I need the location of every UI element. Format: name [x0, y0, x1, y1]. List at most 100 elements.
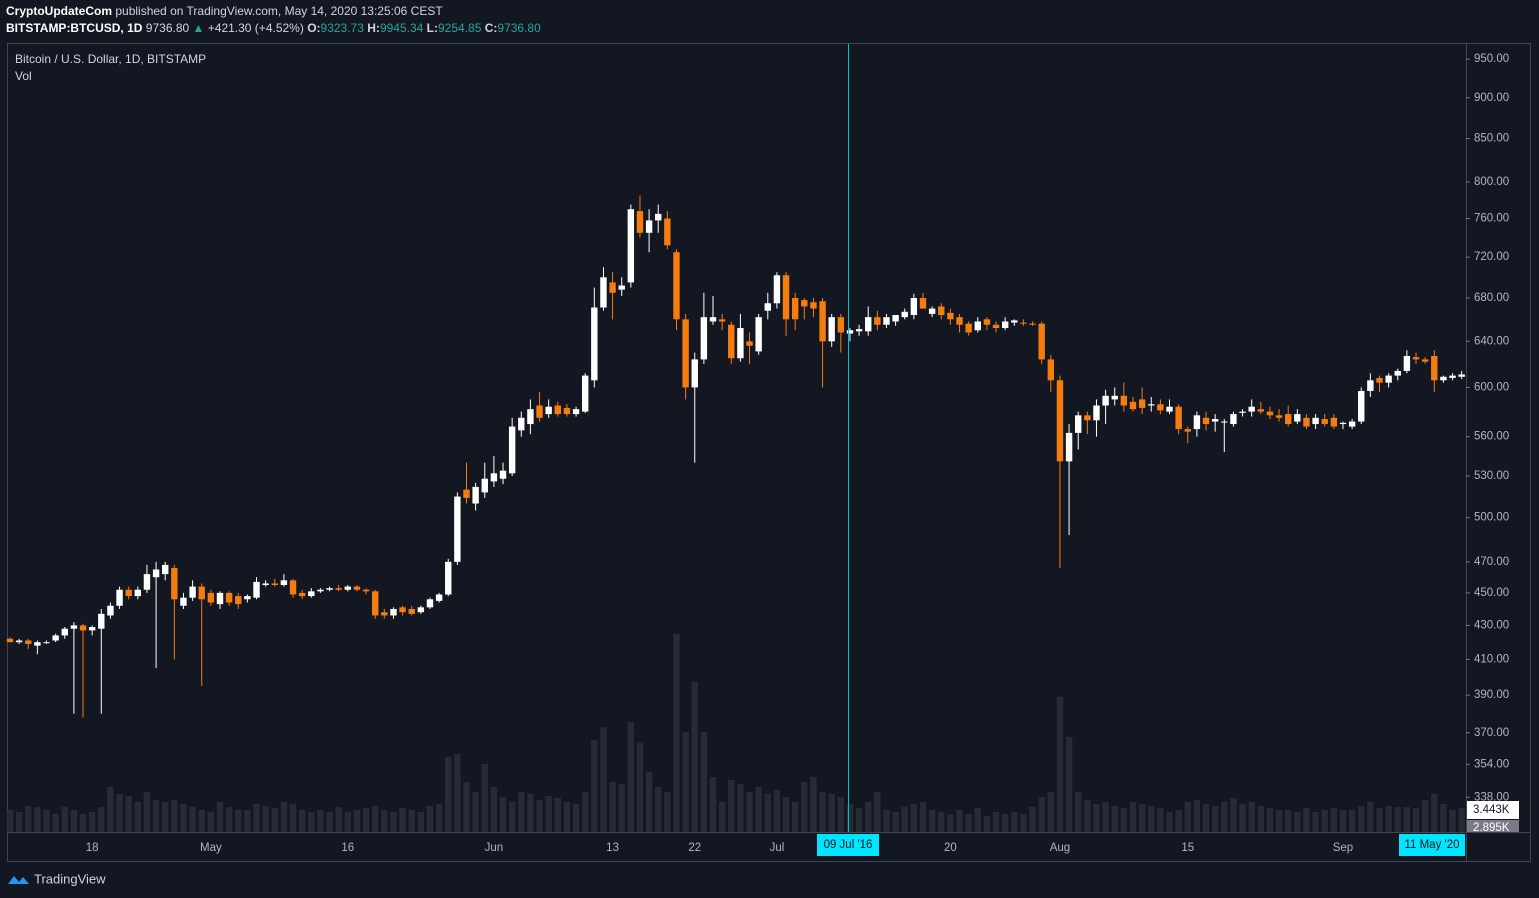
volume-bar — [335, 807, 342, 832]
candle-body — [755, 317, 762, 352]
candle-body — [1148, 404, 1155, 406]
candle-body — [253, 581, 260, 598]
volume-bar — [718, 802, 726, 832]
volume-bar — [1138, 804, 1146, 832]
y-tick-label: 530.00 — [1474, 470, 1509, 482]
candle-body — [1102, 395, 1109, 406]
candle-body — [718, 319, 726, 322]
volume-bar — [728, 780, 735, 832]
volume-bar — [1038, 797, 1045, 832]
volume-bar — [874, 792, 881, 832]
candle-body — [372, 591, 379, 616]
volume-bar — [1230, 798, 1237, 832]
candle-body — [728, 324, 735, 359]
candle-body — [1120, 395, 1128, 406]
candle-body — [965, 323, 972, 333]
candle-layer — [6, 195, 1465, 718]
candle-body — [308, 591, 315, 597]
last: 9736.80 — [146, 21, 190, 35]
y-tick-label: 354.00 — [1474, 758, 1509, 770]
x-tick-label: 18 — [86, 842, 99, 854]
volume-bar — [289, 804, 297, 832]
candle-body — [1458, 374, 1465, 377]
candle-body — [572, 409, 580, 415]
candle-body — [454, 496, 461, 562]
y-tick-label: 450.00 — [1474, 587, 1509, 599]
c: 9736.80 — [497, 21, 541, 35]
candle-body — [1038, 323, 1045, 360]
y-tick-label: 560.00 — [1474, 431, 1509, 443]
candle-body — [1440, 376, 1447, 381]
volume-bar — [664, 792, 671, 832]
volume-bar — [1421, 800, 1429, 832]
symbol: BITSTAMP:BTCUSD, 1D — [6, 21, 143, 35]
x-tick-label: 13 — [606, 842, 619, 854]
candle-body — [773, 275, 781, 304]
h: 9945.34 — [380, 21, 424, 35]
candle-body — [563, 407, 571, 415]
candle-body — [1056, 380, 1064, 462]
volume-bar — [645, 772, 653, 832]
candle-body — [1211, 419, 1219, 422]
y-tick-label: 900.00 — [1474, 92, 1509, 104]
candle-body — [536, 405, 543, 418]
volume-bar — [983, 816, 991, 832]
y-tick-label: 850.00 — [1474, 133, 1509, 145]
candle-body — [435, 594, 443, 601]
date-label: 11 May '20 — [1404, 839, 1459, 851]
volume-bar — [1084, 800, 1091, 832]
candle-body — [791, 297, 799, 320]
volume-bar — [563, 802, 571, 832]
publisher: CryptoUpdateCom — [6, 4, 112, 18]
candle-body — [6, 638, 14, 643]
volume-bar — [6, 810, 14, 832]
vol-last: 3.443K — [1473, 804, 1510, 816]
x-tick-label: 22 — [688, 842, 701, 854]
candle-body — [983, 319, 991, 325]
candle-body — [445, 561, 452, 595]
volume-bar — [992, 812, 1000, 832]
candle-body — [235, 596, 242, 605]
candle-body — [52, 635, 59, 641]
candle-body — [353, 586, 361, 590]
candle-body — [271, 583, 278, 586]
volume-bar — [445, 757, 452, 832]
vol-ma-box — [1467, 820, 1519, 832]
candle-body — [162, 564, 169, 575]
candle-body — [837, 317, 845, 333]
candle-body — [1020, 322, 1027, 324]
volume-bar — [956, 810, 963, 832]
frame — [7, 43, 1531, 862]
x-tick-label: Jul — [770, 842, 785, 854]
volume-bar — [1202, 804, 1210, 832]
candle-body — [974, 321, 981, 331]
candle-body — [216, 592, 224, 605]
candle-body — [408, 608, 415, 614]
volume-bar — [1093, 804, 1100, 832]
volume-bar — [846, 804, 854, 832]
candle-body — [600, 277, 607, 308]
volume-bar — [1312, 812, 1319, 832]
published: published on TradingView.com, May 14, 20… — [115, 4, 443, 18]
y-tick-label: 680.00 — [1474, 292, 1509, 304]
volume-bar — [801, 782, 808, 832]
volume-bar — [655, 787, 662, 832]
candle-body — [280, 580, 288, 586]
candle-body — [591, 307, 598, 381]
candle-body — [865, 317, 872, 332]
volume-bar — [618, 784, 625, 832]
volume-bar — [508, 802, 516, 832]
candle-body — [463, 489, 470, 498]
candle-body — [417, 607, 425, 613]
candle-body — [107, 605, 114, 616]
candle-body — [1449, 375, 1456, 378]
volume-bar — [609, 782, 616, 832]
candle-body — [1266, 411, 1274, 416]
volume-bar — [1120, 808, 1128, 832]
candle-body — [289, 580, 297, 595]
candle-body — [116, 589, 123, 606]
candle-body — [1403, 355, 1411, 371]
candle-body — [1239, 411, 1246, 413]
volume-bar — [454, 754, 461, 832]
volume-bar — [1148, 806, 1155, 832]
